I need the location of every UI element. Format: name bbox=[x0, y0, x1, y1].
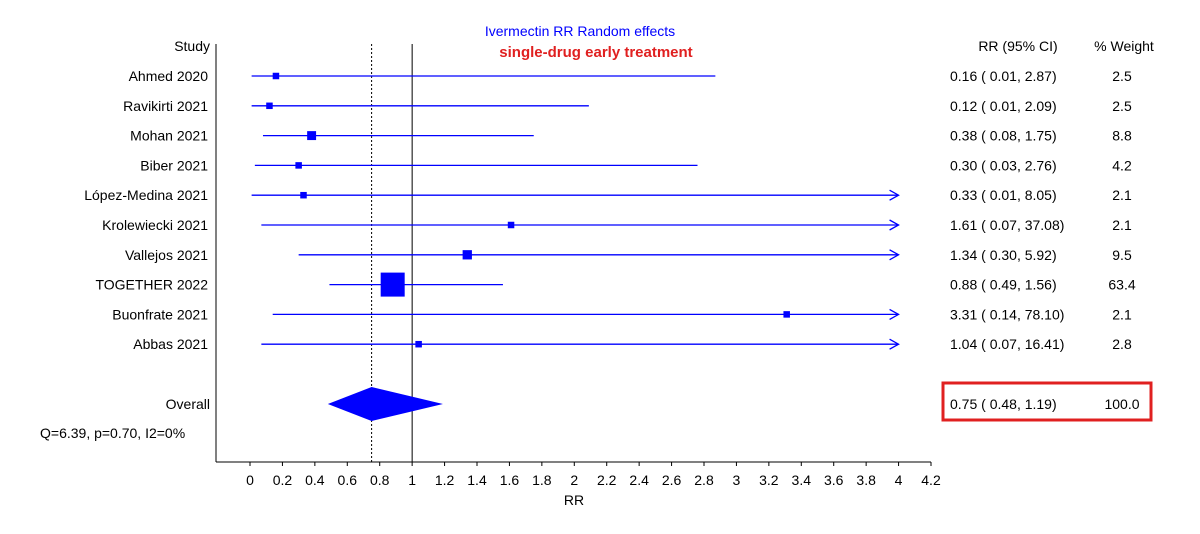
weight-value: 2.5 bbox=[1112, 98, 1132, 114]
point-estimate bbox=[266, 102, 273, 110]
study-name: Buonfrate 2021 bbox=[112, 306, 208, 322]
rr-ci-value: 0.12 ( 0.01, 2.09) bbox=[950, 98, 1057, 114]
heterogeneity-stats: Q=6.39, p=0.70, I2=0% bbox=[40, 425, 185, 441]
study-row: Ravikirti 2021 0.12 ( 0.01, 2.09) 2.5 bbox=[123, 98, 1132, 114]
ci-arrow bbox=[889, 189, 900, 201]
x-tick-label: 2.6 bbox=[662, 472, 682, 488]
rr-ci-value: 0.33 ( 0.01, 8.05) bbox=[950, 187, 1057, 203]
x-tick-label: 4 bbox=[895, 472, 903, 488]
weight-value: 2.5 bbox=[1112, 68, 1132, 84]
weight-value: 4.2 bbox=[1112, 157, 1132, 173]
rr-ci-value: 1.34 ( 0.30, 5.92) bbox=[950, 247, 1057, 263]
x-tick-label: 2 bbox=[570, 472, 578, 488]
point-estimate bbox=[295, 162, 302, 169]
weight-value: 8.8 bbox=[1112, 128, 1132, 144]
weight-value: 2.1 bbox=[1112, 306, 1132, 322]
point-estimate bbox=[462, 250, 472, 260]
point-estimate bbox=[507, 221, 515, 229]
x-tick-label: 2.2 bbox=[597, 472, 617, 488]
overall-highlight-box bbox=[941, 381, 1153, 422]
weight-value: 2.8 bbox=[1112, 336, 1132, 352]
rr-ci-value: 0.88 ( 0.49, 1.56) bbox=[950, 277, 1057, 293]
point-estimate bbox=[415, 340, 422, 348]
overall-rr-ci-value: 0.75 ( 0.48, 1.19) bbox=[950, 396, 1057, 412]
x-tick-label: 3.6 bbox=[824, 472, 844, 488]
x-tick-label: 1.2 bbox=[435, 472, 455, 488]
x-tick-label: 1.6 bbox=[500, 472, 520, 488]
point-estimate bbox=[307, 131, 317, 141]
study-name: Biber 2021 bbox=[140, 157, 208, 173]
x-tick-label: 3.4 bbox=[792, 472, 812, 488]
study-row: Abbas 2021 1.04 ( 0.07, 16.41) 2.8 bbox=[133, 336, 1132, 352]
x-tick-label: 0 bbox=[246, 472, 254, 488]
rr-ci-value: 3.31 ( 0.14, 78.10) bbox=[950, 306, 1064, 322]
x-tick-label: 3.2 bbox=[759, 472, 779, 488]
study-name: López-Medina 2021 bbox=[84, 187, 208, 203]
overall-weight-value: 100.0 bbox=[1104, 396, 1139, 412]
study-row: Ahmed 2020 0.16 ( 0.01, 2.87) 2.5 bbox=[129, 68, 1132, 84]
weight-value: 2.1 bbox=[1112, 217, 1132, 233]
weight-value: 63.4 bbox=[1108, 277, 1135, 293]
ci-arrow bbox=[889, 249, 900, 261]
study-row: Buonfrate 2021 3.31 ( 0.14, 78.10) 2.1 bbox=[112, 306, 1132, 322]
x-tick-label: 0.4 bbox=[305, 472, 325, 488]
x-axis-title: RR bbox=[564, 492, 584, 508]
weight-column-header: % Weight bbox=[1094, 38, 1154, 54]
x-tick-label: 4.2 bbox=[921, 472, 941, 488]
chart-subtitle: single-drug early treatment bbox=[499, 44, 692, 61]
study-row: López-Medina 2021 0.33 ( 0.01, 8.05) 2.1 bbox=[84, 187, 1132, 203]
study-name: Krolewiecki 2021 bbox=[102, 217, 208, 233]
x-tick-label: 1.8 bbox=[532, 472, 552, 488]
x-tick-label: 0.6 bbox=[338, 472, 358, 488]
x-tick-label: 1.4 bbox=[467, 472, 487, 488]
study-row: TOGETHER 2022 0.88 ( 0.49, 1.56) 63.4 bbox=[95, 272, 1136, 297]
rr-ci-value: 0.16 ( 0.01, 2.87) bbox=[950, 68, 1057, 84]
rr-ci-value: 0.30 ( 0.03, 2.76) bbox=[950, 157, 1057, 173]
study-row: Krolewiecki 2021 1.61 ( 0.07, 37.08) 2.1 bbox=[102, 217, 1132, 233]
study-name: Abbas 2021 bbox=[133, 336, 208, 352]
x-tick-label: 2.4 bbox=[629, 472, 649, 488]
study-column-header: Study bbox=[174, 38, 210, 54]
x-tick-label: 2.8 bbox=[694, 472, 714, 488]
x-tick-label: 1 bbox=[408, 472, 416, 488]
study-row: Mohan 2021 0.38 ( 0.08, 1.75) 8.8 bbox=[130, 128, 1132, 144]
study-name: Mohan 2021 bbox=[130, 128, 208, 144]
weight-value: 9.5 bbox=[1112, 247, 1132, 263]
rr-ci-value: 1.04 ( 0.07, 16.41) bbox=[950, 336, 1064, 352]
study-name: Ravikirti 2021 bbox=[123, 98, 208, 114]
chart-title: Ivermectin RR Random effects bbox=[485, 23, 675, 39]
point-estimate bbox=[300, 191, 307, 199]
x-tick-label: 3.8 bbox=[856, 472, 876, 488]
rr-ci-value: 0.38 ( 0.08, 1.75) bbox=[950, 128, 1057, 144]
point-estimate bbox=[272, 72, 280, 80]
overall-diamond bbox=[327, 387, 443, 421]
study-name: Vallejos 2021 bbox=[125, 247, 208, 263]
weight-value: 2.1 bbox=[1112, 187, 1132, 203]
point-estimate bbox=[783, 311, 790, 318]
point-estimate bbox=[380, 272, 405, 297]
study-row: Vallejos 2021 1.34 ( 0.30, 5.92) 9.5 bbox=[125, 247, 1132, 263]
x-tick-label: 3 bbox=[733, 472, 741, 488]
x-tick-label: 0.8 bbox=[370, 472, 390, 488]
x-tick-label: 0.2 bbox=[273, 472, 293, 488]
rr-column-header: RR (95% CI) bbox=[978, 38, 1057, 54]
study-name: Ahmed 2020 bbox=[129, 68, 209, 84]
overall-label: Overall bbox=[166, 396, 210, 412]
ci-arrow bbox=[889, 308, 900, 320]
rr-ci-value: 1.61 ( 0.07, 37.08) bbox=[950, 217, 1064, 233]
study-name: TOGETHER 2022 bbox=[95, 277, 208, 293]
ci-arrow bbox=[889, 219, 900, 231]
ci-arrow bbox=[889, 338, 900, 350]
study-row: Biber 2021 0.30 ( 0.03, 2.76) 4.2 bbox=[140, 157, 1132, 173]
